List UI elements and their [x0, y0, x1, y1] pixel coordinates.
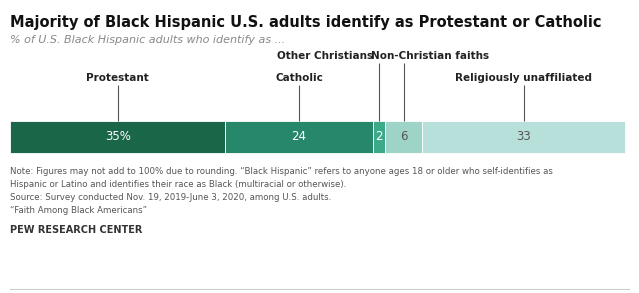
- Text: Source: Survey conducted Nov. 19, 2019-June 3, 2020, among U.S. adults.: Source: Survey conducted Nov. 19, 2019-J…: [10, 193, 331, 202]
- Text: % of U.S. Black Hispanic adults who identify as ...: % of U.S. Black Hispanic adults who iden…: [10, 35, 285, 45]
- Text: Protestant: Protestant: [86, 73, 149, 83]
- Text: Hispanic or Latino and identifies their race as Black (multiracial or otherwise): Hispanic or Latino and identifies their …: [10, 180, 346, 189]
- Text: 6: 6: [400, 130, 407, 144]
- Text: Non-Christian faiths: Non-Christian faiths: [371, 51, 489, 61]
- Text: “Faith Among Black Americans”: “Faith Among Black Americans”: [10, 206, 147, 215]
- Text: Catholic: Catholic: [275, 73, 323, 83]
- Text: Religiously unaffiliated: Religiously unaffiliated: [455, 73, 592, 83]
- Bar: [373, 121, 385, 153]
- Text: Other Christians: Other Christians: [277, 51, 373, 61]
- Bar: [226, 121, 373, 153]
- Bar: [10, 121, 226, 153]
- Text: 33: 33: [516, 130, 531, 144]
- Text: 35%: 35%: [105, 130, 130, 144]
- Text: PEW RESEARCH CENTER: PEW RESEARCH CENTER: [10, 225, 142, 235]
- Bar: [385, 121, 422, 153]
- Text: Majority of Black Hispanic U.S. adults identify as Protestant or Catholic: Majority of Black Hispanic U.S. adults i…: [10, 15, 601, 30]
- Text: 24: 24: [291, 130, 307, 144]
- Text: Note: Figures may not add to 100% due to rounding. “Black Hispanic” refers to an: Note: Figures may not add to 100% due to…: [10, 167, 553, 176]
- Text: 2: 2: [375, 130, 383, 144]
- Bar: [422, 121, 625, 153]
